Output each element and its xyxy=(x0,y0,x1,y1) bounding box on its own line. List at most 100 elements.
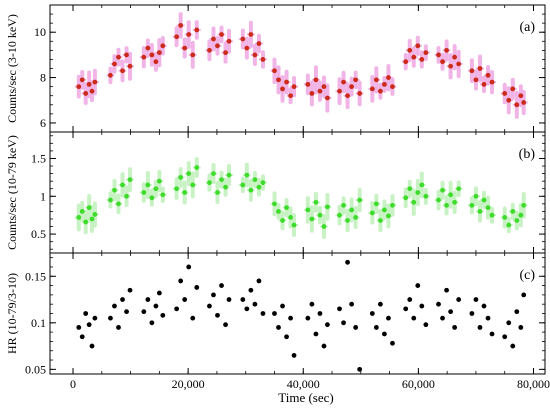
data-point xyxy=(436,301,441,307)
data-point xyxy=(248,187,254,193)
data-point xyxy=(149,52,155,58)
data-point xyxy=(116,325,121,330)
data-point xyxy=(382,331,387,337)
data-point xyxy=(309,91,315,96)
data-point xyxy=(186,171,192,176)
data-point xyxy=(419,182,425,188)
data-point xyxy=(469,202,475,208)
data-point xyxy=(452,325,458,330)
data-point xyxy=(448,309,454,315)
data-point xyxy=(240,36,246,42)
data-point xyxy=(178,23,184,28)
data-point xyxy=(321,84,327,90)
data-point xyxy=(506,320,512,326)
data-point xyxy=(448,63,454,69)
data-point xyxy=(377,88,383,94)
data-point xyxy=(345,93,350,99)
x-axis-title: Time (sec) xyxy=(278,390,334,405)
data-point xyxy=(411,199,417,205)
data-point xyxy=(92,315,98,321)
data-point xyxy=(120,297,125,302)
data-point xyxy=(252,52,258,58)
data-points xyxy=(76,165,527,229)
data-point xyxy=(510,86,516,92)
data-point xyxy=(444,47,449,53)
data-point xyxy=(83,219,89,225)
y-tick-label: 1.5 xyxy=(31,151,46,165)
data-point xyxy=(211,36,216,42)
data-point xyxy=(89,216,95,222)
data-point xyxy=(325,322,330,328)
data-point xyxy=(349,84,355,90)
data-point xyxy=(521,292,527,298)
data-point xyxy=(207,180,212,186)
data-point xyxy=(288,93,293,99)
y-tick-label: 0.15 xyxy=(25,269,46,283)
data-point xyxy=(489,79,495,85)
data-point xyxy=(317,311,323,316)
data-point xyxy=(174,34,180,40)
data-point xyxy=(112,303,117,309)
data-point xyxy=(291,222,297,228)
data-point xyxy=(215,312,220,318)
data-point xyxy=(309,216,315,222)
y-axis-title: Counts/sec (3-10 keV) xyxy=(5,14,19,123)
data-point xyxy=(313,199,319,205)
data-point xyxy=(112,61,117,67)
data-point xyxy=(219,177,224,183)
data-point xyxy=(190,52,196,58)
data-point xyxy=(337,212,342,218)
data-point xyxy=(518,325,524,330)
data-point xyxy=(436,197,441,203)
data-point xyxy=(444,202,449,208)
data-point xyxy=(411,54,417,60)
y-tick-label: 1 xyxy=(40,189,46,203)
data-point xyxy=(240,182,246,188)
data-point xyxy=(153,186,159,192)
data-point xyxy=(272,311,277,316)
data-point xyxy=(86,81,92,87)
data-point xyxy=(248,32,254,37)
data-point xyxy=(506,222,512,228)
data-point xyxy=(423,193,429,199)
data-point xyxy=(489,212,495,218)
data-point xyxy=(116,201,121,207)
data-point xyxy=(215,43,220,49)
data-point xyxy=(456,61,462,67)
data-point xyxy=(145,182,151,188)
data-point xyxy=(223,322,228,328)
data-point xyxy=(407,297,413,302)
data-point xyxy=(83,311,89,316)
data-point xyxy=(481,303,487,309)
data-point xyxy=(305,207,311,213)
data-point xyxy=(518,93,524,99)
data-point xyxy=(276,77,281,83)
data-point xyxy=(223,50,228,56)
data-point xyxy=(86,322,92,328)
y-tick-label: 10 xyxy=(34,25,46,39)
data-point xyxy=(178,174,184,180)
data-point xyxy=(153,303,159,309)
data-point xyxy=(280,303,285,309)
data-point xyxy=(473,193,479,199)
data-point xyxy=(120,182,125,188)
data-point xyxy=(127,63,133,69)
data-point xyxy=(403,195,409,201)
data-point xyxy=(141,309,147,315)
data-point xyxy=(145,297,151,302)
data-point xyxy=(382,81,387,87)
data-point xyxy=(452,199,458,205)
data-point xyxy=(260,57,266,62)
x-tick-label: 20,000 xyxy=(172,377,205,391)
data-point xyxy=(345,259,350,265)
data-point xyxy=(313,77,319,83)
data-point xyxy=(456,186,462,192)
data-point xyxy=(440,187,445,193)
error-bars xyxy=(74,157,528,239)
data-point xyxy=(357,366,363,372)
data-point xyxy=(502,215,508,220)
data-point xyxy=(108,315,113,321)
data-point xyxy=(256,41,262,46)
data-point xyxy=(321,343,327,349)
